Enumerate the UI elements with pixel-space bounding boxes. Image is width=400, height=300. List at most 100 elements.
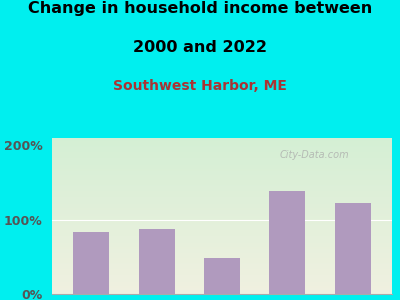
Bar (52, 138, 392, 140)
Bar (52, 229, 392, 230)
Text: City-Data.com: City-Data.com (280, 151, 350, 160)
Bar (52, 207, 392, 208)
Bar (52, 196, 392, 197)
Bar (52, 146, 392, 147)
Bar (52, 271, 392, 272)
Bar (52, 222, 392, 224)
Bar (52, 219, 392, 221)
Bar (52, 208, 392, 210)
Bar (52, 264, 392, 266)
Text: 2000 and 2022: 2000 and 2022 (133, 40, 267, 56)
Bar (52, 144, 392, 146)
Bar (52, 169, 392, 171)
Bar (52, 225, 392, 227)
Bar (52, 203, 392, 205)
Bar (335, 203, 371, 294)
Bar (52, 176, 392, 177)
Bar (52, 151, 392, 152)
Bar (52, 154, 392, 155)
Bar (52, 155, 392, 157)
Bar (52, 161, 392, 163)
Bar (52, 174, 392, 176)
Bar (52, 244, 392, 246)
Bar (52, 197, 392, 199)
Bar (52, 182, 392, 183)
Bar (52, 180, 392, 182)
Bar (52, 291, 392, 292)
Bar (52, 214, 392, 216)
Bar (139, 229, 174, 294)
Bar (52, 256, 392, 258)
Bar (52, 278, 392, 280)
Bar (52, 141, 392, 143)
Bar (52, 191, 392, 193)
Bar (52, 266, 392, 268)
Bar (52, 247, 392, 249)
Bar (52, 221, 392, 222)
Text: Change in household income between: Change in household income between (28, 2, 372, 16)
Bar (52, 185, 392, 186)
Bar (52, 241, 392, 242)
Bar (52, 194, 392, 196)
Bar (52, 164, 392, 166)
Bar (52, 232, 392, 233)
Text: Southwest Harbor, ME: Southwest Harbor, ME (113, 80, 287, 94)
Bar (52, 246, 392, 247)
Bar (52, 254, 392, 255)
Bar (52, 147, 392, 149)
Bar (52, 149, 392, 151)
Bar (52, 171, 392, 172)
Bar (52, 200, 392, 202)
Bar (52, 281, 392, 283)
Bar (52, 163, 392, 164)
Bar (52, 288, 392, 289)
Bar (52, 213, 392, 214)
Bar (204, 258, 240, 294)
Bar (52, 233, 392, 235)
Bar (52, 157, 392, 158)
Bar (52, 268, 392, 269)
Bar (52, 286, 392, 288)
Bar (52, 183, 392, 185)
Bar (52, 238, 392, 239)
Bar (52, 239, 392, 241)
Bar (52, 242, 392, 244)
Bar (52, 218, 392, 219)
Bar (52, 202, 392, 203)
Bar (52, 280, 392, 281)
Bar (52, 260, 392, 261)
Bar (52, 230, 392, 232)
Bar (52, 216, 392, 218)
Bar (52, 285, 392, 286)
Bar (52, 236, 392, 238)
Bar (52, 186, 392, 188)
Bar (52, 269, 392, 271)
Bar (52, 177, 392, 178)
Bar (52, 289, 392, 291)
Bar (52, 199, 392, 200)
Bar (52, 168, 392, 169)
Bar (52, 160, 392, 161)
Bar (52, 292, 392, 294)
Bar (52, 283, 392, 285)
Bar (52, 152, 392, 154)
Bar (52, 210, 392, 211)
Bar (52, 263, 392, 264)
Bar (52, 178, 392, 180)
Bar (52, 258, 392, 260)
Bar (52, 274, 392, 275)
Bar (52, 188, 392, 190)
Bar (52, 272, 392, 274)
Bar (52, 193, 392, 194)
Bar (52, 166, 392, 168)
Bar (52, 275, 392, 277)
Bar (52, 143, 392, 144)
Bar (52, 211, 392, 213)
Bar (52, 250, 392, 252)
Bar (52, 190, 392, 191)
Bar (270, 191, 305, 294)
Bar (52, 224, 392, 225)
Bar (52, 255, 392, 256)
Bar (52, 261, 392, 263)
Bar (52, 249, 392, 250)
